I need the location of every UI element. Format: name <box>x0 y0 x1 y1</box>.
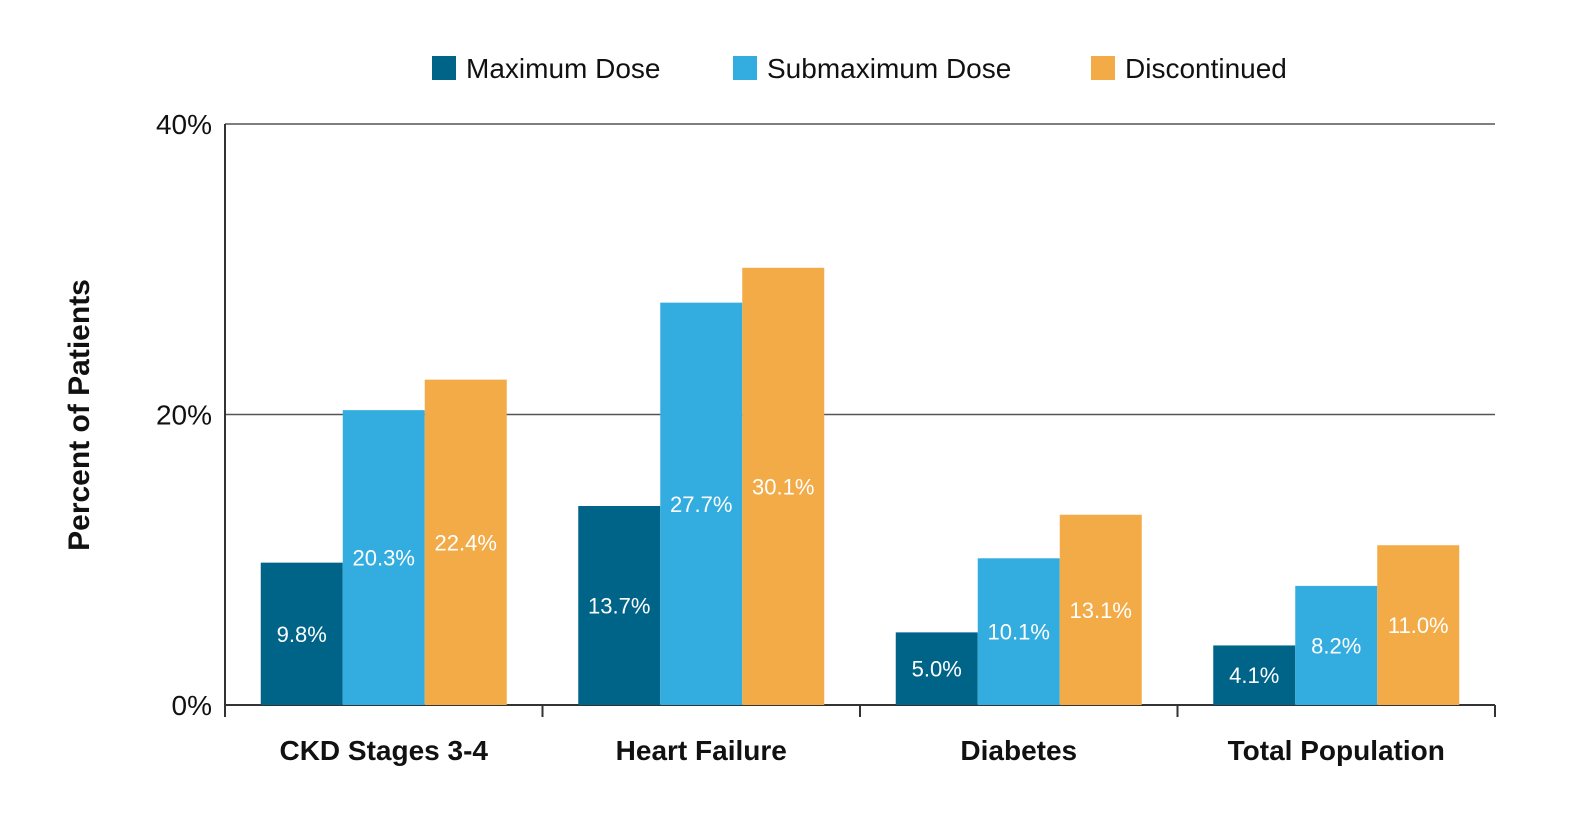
bar-value-label: 30.1% <box>752 474 814 499</box>
bar-value-label: 27.7% <box>670 492 732 517</box>
bar-value-label: 11.0% <box>1388 613 1449 638</box>
category-label: Total Population <box>1228 735 1445 766</box>
bars <box>260 267 1460 705</box>
bar <box>424 379 507 705</box>
bar <box>895 632 978 705</box>
legend-swatch <box>432 56 456 80</box>
legend-swatch <box>1091 56 1115 80</box>
bar-value-label: 8.2% <box>1311 633 1361 658</box>
bar-value-label: 4.1% <box>1229 663 1279 688</box>
category-label: Diabetes <box>960 735 1077 766</box>
bar-value-label: 13.1% <box>1070 598 1132 623</box>
bar <box>660 302 743 705</box>
legend-label: Maximum Dose <box>466 53 660 84</box>
bar-value-label: 13.7% <box>588 594 650 619</box>
y-tick-label: 40% <box>156 109 212 140</box>
legend-label: Submaximum Dose <box>767 53 1011 84</box>
bar <box>342 410 425 705</box>
y-axis-title: Percent of Patients <box>63 279 96 551</box>
bar <box>1377 545 1460 705</box>
bar <box>742 267 825 705</box>
bar-value-label: 9.8% <box>277 622 327 647</box>
y-tick-label: 20% <box>156 400 212 431</box>
legend-swatch <box>733 56 757 80</box>
bar <box>1295 585 1378 705</box>
grid-lines <box>225 123 1495 416</box>
legend: Maximum Dose Submaximum Dose Discontinued <box>432 53 1287 84</box>
bar <box>1059 514 1142 705</box>
category-label: Heart Failure <box>616 735 787 766</box>
y-tick-label: 0% <box>172 690 212 721</box>
bar <box>260 562 343 705</box>
legend-label: Discontinued <box>1125 53 1287 84</box>
bar-value-label: 22.4% <box>435 530 497 555</box>
bar-value-label: 20.3% <box>353 546 415 571</box>
bar <box>1213 645 1296 705</box>
bar <box>578 506 661 705</box>
value-labels: 9.8% 13.7% 5.0% 4.1% 20.3% 27.7% 10.1% 8.2% 22.4… <box>277 474 1449 688</box>
bar-value-label: 10.1% <box>988 620 1050 645</box>
bar <box>977 558 1060 705</box>
category-label: CKD Stages 3-4 <box>279 735 488 766</box>
bar-value-label: 5.0% <box>912 657 962 682</box>
